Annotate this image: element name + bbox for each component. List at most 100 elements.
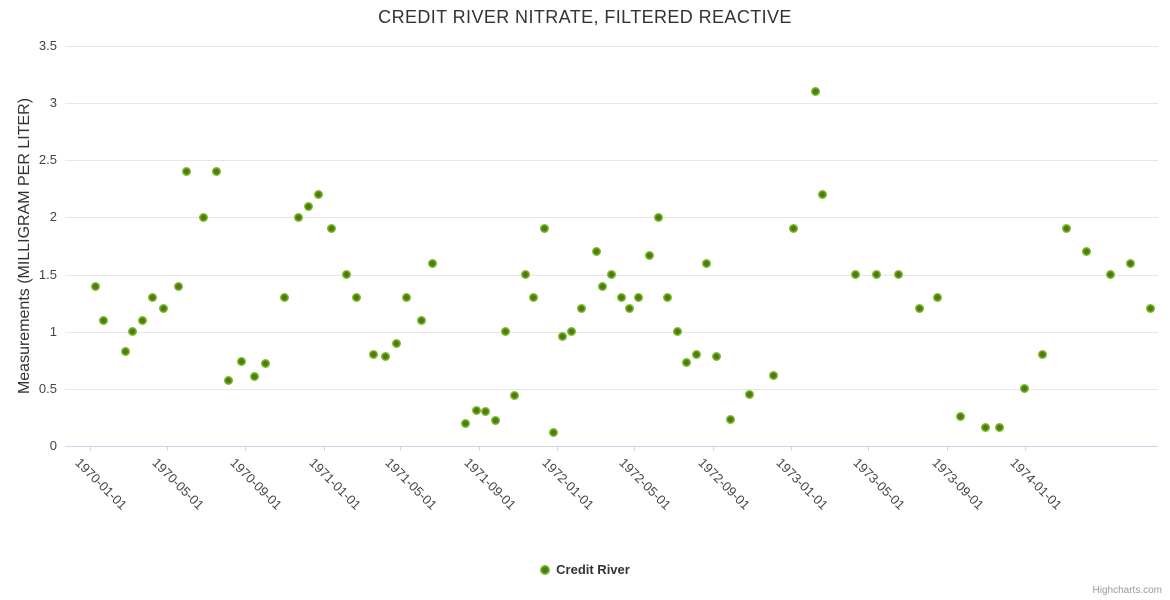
data-point[interactable] [606,270,616,280]
data-point[interactable] [549,427,559,437]
data-point[interactable] [932,292,942,302]
data-point[interactable] [198,212,208,222]
data-point[interactable] [471,406,481,416]
data-point[interactable] [711,352,721,362]
x-tick-mark [166,446,168,451]
data-point[interactable] [956,411,966,421]
data-point[interactable] [529,292,539,302]
data-point[interactable] [818,190,828,200]
data-point[interactable] [691,350,701,360]
data-point[interactable] [850,270,860,280]
data-point[interactable] [173,281,183,291]
data-point[interactable] [981,423,991,433]
data-point[interactable] [745,390,755,400]
data-point[interactable] [416,315,426,325]
data-point[interactable] [872,270,882,280]
data-point[interactable] [223,376,233,386]
x-tick-mark [867,446,869,451]
data-point[interactable] [577,304,587,314]
data-point[interactable] [789,224,799,234]
y-tick-label: 1.5 [38,266,57,282]
data-point[interactable] [914,304,924,314]
y-gridline [65,388,1158,390]
data-point[interactable] [391,338,401,348]
data-point[interactable] [662,292,672,302]
data-point[interactable] [682,358,692,368]
data-point[interactable] [769,370,779,380]
data-point[interactable] [616,292,626,302]
data-point[interactable] [294,212,304,222]
data-point[interactable] [182,167,192,177]
data-point[interactable] [520,270,530,280]
data-point[interactable] [510,391,520,401]
x-tick-mark [557,446,559,451]
data-point[interactable] [1062,224,1072,234]
data-point[interactable] [148,292,158,302]
data-point[interactable] [591,247,601,257]
data-point[interactable] [810,87,820,97]
data-point[interactable] [539,224,549,234]
y-tick-label: 2 [49,209,57,225]
data-point[interactable] [352,292,362,302]
data-point[interactable] [644,250,654,260]
x-tick-mark [90,446,91,451]
data-point[interactable] [653,212,663,222]
data-point[interactable] [342,270,352,280]
data-point[interactable] [313,190,323,200]
x-tick-label: 1973-05-01 [850,455,908,513]
data-point[interactable] [995,423,1005,433]
data-point[interactable] [249,371,259,381]
data-point[interactable] [566,327,576,337]
legend-item-credit-river[interactable]: Credit River [0,562,1170,577]
x-tick-label: 1971-09-01 [461,455,519,513]
data-point[interactable] [428,258,438,268]
data-point[interactable] [1105,270,1115,280]
x-tick-label: 1973-01-01 [773,455,832,513]
data-point[interactable] [461,418,471,428]
data-point[interactable] [673,327,683,337]
data-point[interactable] [625,304,635,314]
data-point[interactable] [634,292,644,302]
x-tick-mark [713,446,715,451]
x-tick-mark [946,446,948,451]
data-point[interactable] [701,258,711,268]
data-point[interactable] [1145,304,1155,314]
data-point[interactable] [211,167,221,177]
data-point[interactable] [1125,258,1135,268]
data-point[interactable] [501,327,511,337]
data-point[interactable] [381,352,391,362]
y-tick-label: 1 [49,323,57,339]
data-point[interactable] [401,292,411,302]
data-point[interactable] [558,331,568,341]
highcharts-credits-link[interactable]: Highcharts.com [1092,585,1162,596]
x-tick-label: 1972-09-01 [695,455,754,513]
data-point[interactable] [491,416,501,426]
x-tick-label: 1970-05-01 [149,455,207,513]
x-tick-mark [245,446,247,451]
data-point[interactable] [304,201,314,211]
x-tick-label: 1972-01-01 [539,455,598,513]
data-point[interactable] [894,270,904,280]
data-point[interactable] [127,327,137,337]
data-point[interactable] [137,315,147,325]
data-point[interactable] [279,292,289,302]
data-point[interactable] [120,346,130,356]
data-point[interactable] [326,224,336,234]
x-tick-label: 1970-01-01 [72,455,131,513]
data-point[interactable] [480,407,490,417]
data-point[interactable] [597,281,607,291]
data-point[interactable] [237,356,247,366]
x-tick-mark [634,446,636,451]
data-point[interactable] [159,304,169,314]
data-point[interactable] [725,415,735,425]
data-point[interactable] [1020,384,1030,394]
data-point[interactable] [1038,350,1048,360]
data-point[interactable] [368,350,378,360]
y-gridline [65,103,1158,105]
data-point[interactable] [91,281,101,291]
data-point[interactable] [261,359,271,369]
data-point[interactable] [98,315,108,325]
data-point[interactable] [1082,247,1092,257]
